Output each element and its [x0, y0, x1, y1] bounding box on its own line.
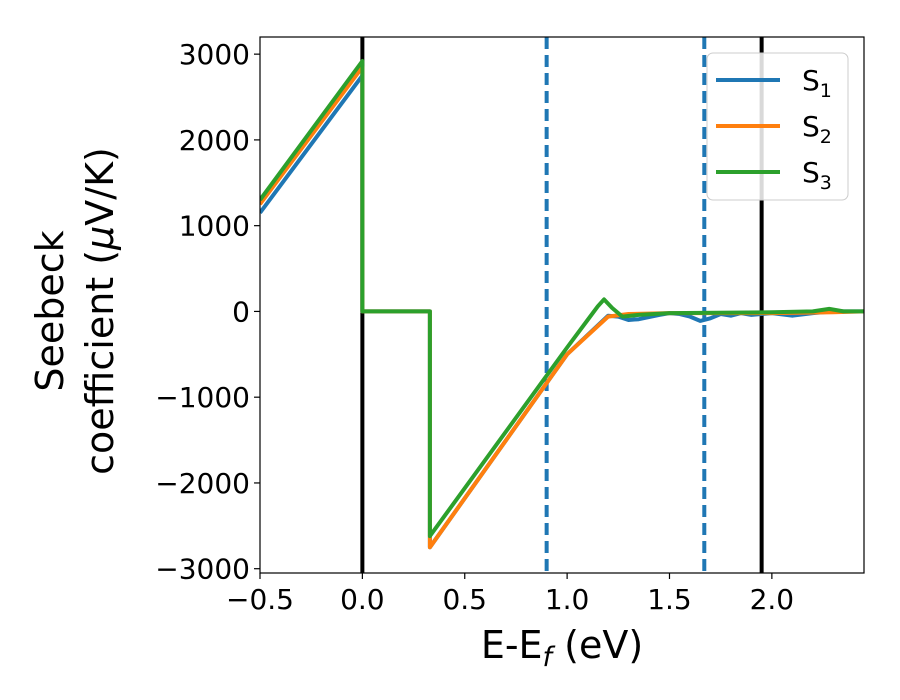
x-tick-label: 0.5 [442, 583, 487, 616]
legend-label-1: S1 [802, 64, 832, 102]
y-axis-label-line1: Seebeck [28, 230, 72, 391]
reference-lines [360, 37, 764, 573]
y-tick-label: −2000 [155, 467, 250, 500]
x-tick-label: 2.0 [750, 583, 795, 616]
x-tick-label: 1.5 [647, 583, 692, 616]
x-axis-label: E-Ef (eV) [481, 623, 643, 673]
y-tick-label: −1000 [155, 381, 250, 414]
legend-label-2: S2 [802, 110, 832, 148]
x-tick-label: −0.5 [226, 583, 294, 616]
plot-frame [259, 36, 865, 574]
y-tick-label: −3000 [155, 553, 250, 586]
y-axis-label-line2: coefficient (μV/K) [78, 147, 122, 475]
y-tick-label: 1000 [179, 210, 250, 243]
axis-ticks: −0.5 0.0 0.5 1.0 1.5 2.0 −3000 −2000 −1000 0 1000 2… [155, 38, 794, 616]
legend: S1 S2 S3 [706, 52, 849, 201]
legend-label-3: S3 [802, 156, 832, 194]
y-tick-label: 0 [232, 295, 250, 328]
series-line-3 [260, 59, 864, 539]
y-axis-label: Seebeck coefficient (μV/K) [28, 147, 122, 475]
y-tick-label: 3000 [179, 38, 250, 71]
y-tick-label: 2000 [179, 124, 250, 157]
x-tick-label: 0.0 [340, 583, 385, 616]
x-tick-label: 1.0 [545, 583, 590, 616]
series-lines [260, 59, 864, 550]
